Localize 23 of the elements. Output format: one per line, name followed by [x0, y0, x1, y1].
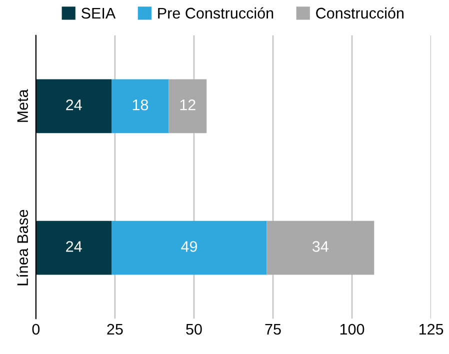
x-tick-label: 50: [186, 324, 202, 335]
data-label: 24: [66, 241, 82, 252]
data-label: 18: [132, 99, 148, 110]
y-tick-label: Línea Base: [16, 210, 28, 286]
y-tick-label: Meta: [17, 89, 28, 122]
data-label: 49: [181, 241, 197, 252]
bar: [36, 79, 112, 134]
bar: [168, 79, 207, 134]
legend-label: SEIA: [82, 8, 116, 19]
data-label: 12: [180, 99, 196, 110]
x-tick-label: 75: [265, 324, 281, 335]
bar: [266, 220, 374, 275]
bar: [36, 220, 112, 275]
x-tick-label: 25: [107, 324, 123, 335]
data-label: 34: [312, 241, 328, 252]
legend-label: Pre Construcción: [158, 7, 274, 19]
bar: [112, 79, 169, 134]
bar: [112, 220, 267, 275]
x-tick-label: 0: [32, 324, 40, 335]
data-label: 24: [66, 99, 82, 110]
legend-label: Construcción: [316, 7, 404, 19]
x-tick-label: 125: [419, 324, 444, 335]
x-tick-label: 100: [340, 324, 364, 335]
